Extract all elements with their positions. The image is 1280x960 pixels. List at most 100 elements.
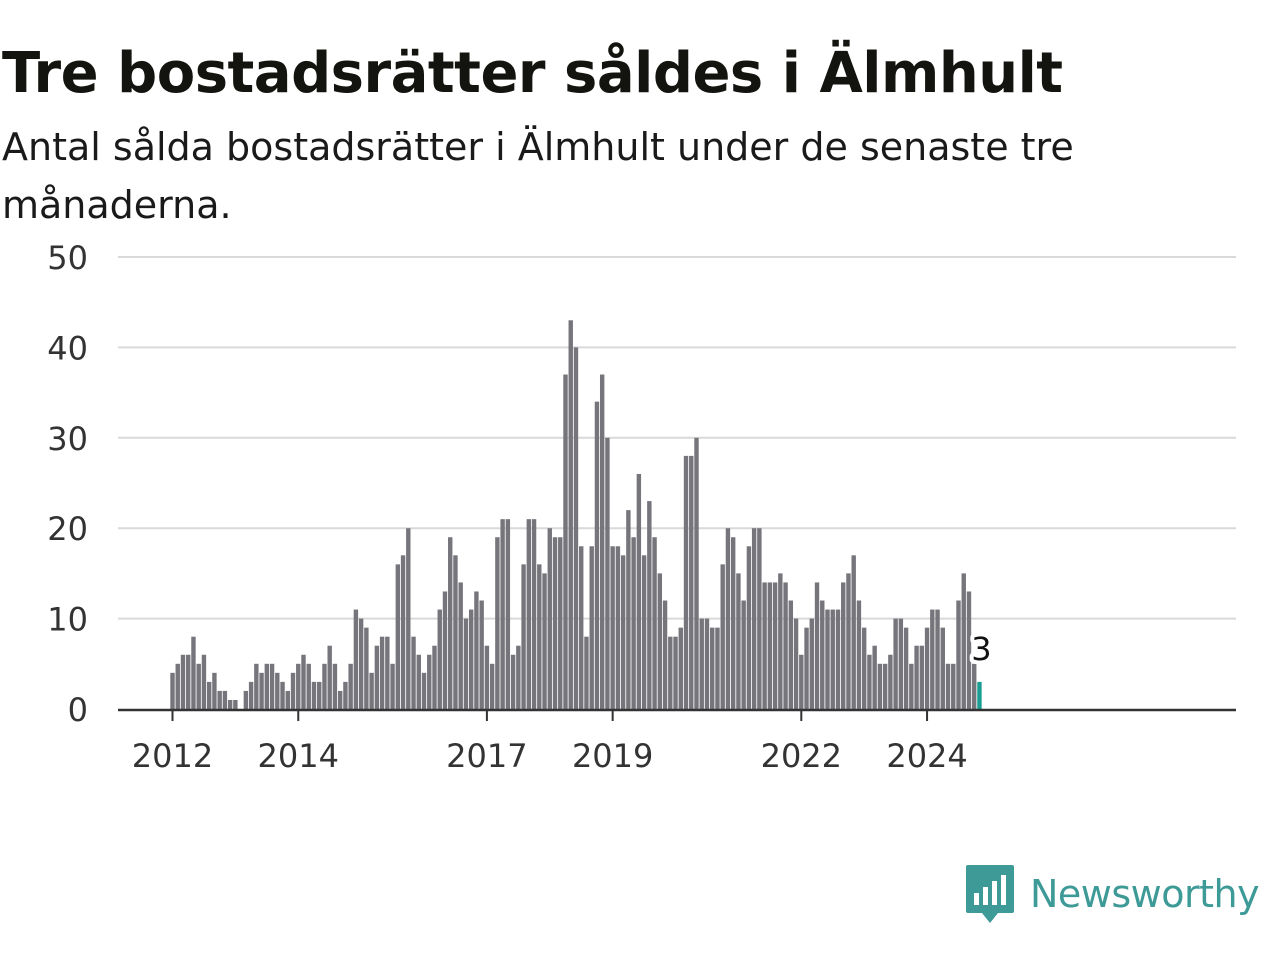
bar — [458, 582, 463, 709]
bar — [395, 564, 401, 709]
bar — [222, 690, 228, 709]
bar — [972, 663, 977, 709]
bar — [579, 546, 584, 709]
bar — [563, 374, 568, 709]
bar — [594, 401, 600, 709]
bar — [788, 600, 794, 709]
bar — [882, 663, 888, 709]
bar — [636, 473, 642, 709]
bar — [584, 636, 589, 709]
bar — [783, 582, 788, 709]
bar — [830, 609, 835, 709]
bar — [841, 582, 846, 709]
bar — [285, 690, 290, 709]
bar — [186, 654, 191, 709]
bar — [500, 519, 505, 709]
bar — [474, 591, 479, 709]
bar — [280, 681, 285, 709]
bar — [893, 618, 898, 709]
bar — [940, 627, 945, 709]
bar — [924, 627, 930, 709]
bar — [715, 627, 720, 709]
bar — [631, 537, 636, 709]
bar — [951, 663, 956, 709]
bar — [720, 564, 725, 709]
highlight-value-label: 3 — [971, 630, 991, 668]
bar — [547, 528, 552, 709]
bar — [558, 537, 563, 709]
bar — [809, 618, 814, 709]
bar — [353, 609, 359, 709]
bar — [180, 654, 186, 709]
bar — [332, 663, 338, 709]
bar — [814, 582, 820, 709]
bar — [856, 600, 862, 709]
chart-title: Tre bostadsrätter såldes i Älmhult — [2, 41, 1063, 106]
bar — [191, 636, 196, 709]
bar — [872, 645, 877, 709]
bar — [898, 618, 904, 709]
bar — [337, 690, 343, 709]
bar — [259, 672, 264, 709]
highlight-bar — [977, 681, 982, 709]
bar — [673, 636, 678, 709]
bar — [956, 600, 961, 709]
bar — [757, 528, 762, 709]
bar — [542, 573, 547, 709]
bar — [526, 519, 532, 709]
bar — [317, 681, 322, 709]
bar — [406, 528, 411, 709]
y-tick-label: 30 — [47, 420, 88, 458]
bar — [442, 591, 448, 709]
bar — [275, 672, 280, 709]
bar — [468, 609, 474, 709]
bar — [510, 654, 516, 709]
bar — [820, 600, 825, 709]
bar — [683, 455, 689, 709]
bar — [652, 537, 657, 709]
bar — [390, 663, 395, 709]
bar — [746, 546, 752, 709]
bar — [861, 627, 867, 709]
bar — [552, 537, 558, 709]
bar — [605, 437, 610, 709]
bar — [385, 636, 390, 709]
bar — [867, 654, 872, 709]
bar — [416, 654, 421, 709]
bar — [453, 555, 458, 709]
y-axis-ticks: 0 10 20 30 40 50 — [47, 239, 88, 729]
bar — [914, 645, 919, 709]
bar — [678, 627, 683, 709]
bar — [793, 618, 799, 709]
bar — [233, 699, 238, 709]
bar — [657, 573, 663, 709]
bar — [799, 654, 804, 709]
brand-name: Newsworthy — [1030, 872, 1260, 916]
bar — [573, 347, 579, 709]
brand-logo: Newsworthy — [964, 862, 1260, 926]
bar — [919, 645, 925, 709]
y-tick-label: 0 — [68, 691, 88, 729]
bar — [212, 672, 217, 709]
x-tick-label: 2019 — [572, 737, 653, 775]
bar — [364, 627, 369, 709]
bar — [767, 582, 773, 709]
bar — [463, 618, 469, 709]
bar — [825, 609, 830, 709]
bar — [521, 564, 526, 709]
bar — [589, 546, 594, 709]
data-labels: 3 — [967, 626, 995, 672]
bar — [322, 663, 327, 709]
bar — [217, 690, 222, 709]
bar — [694, 437, 699, 709]
bar — [615, 546, 621, 709]
bar — [778, 573, 783, 709]
bar — [751, 528, 757, 709]
bar — [710, 627, 715, 709]
x-tick-label: 2014 — [258, 737, 339, 775]
y-tick-label: 40 — [47, 329, 88, 367]
bar — [306, 663, 311, 709]
bar — [175, 663, 180, 709]
bar — [935, 609, 940, 709]
bar — [269, 663, 275, 709]
